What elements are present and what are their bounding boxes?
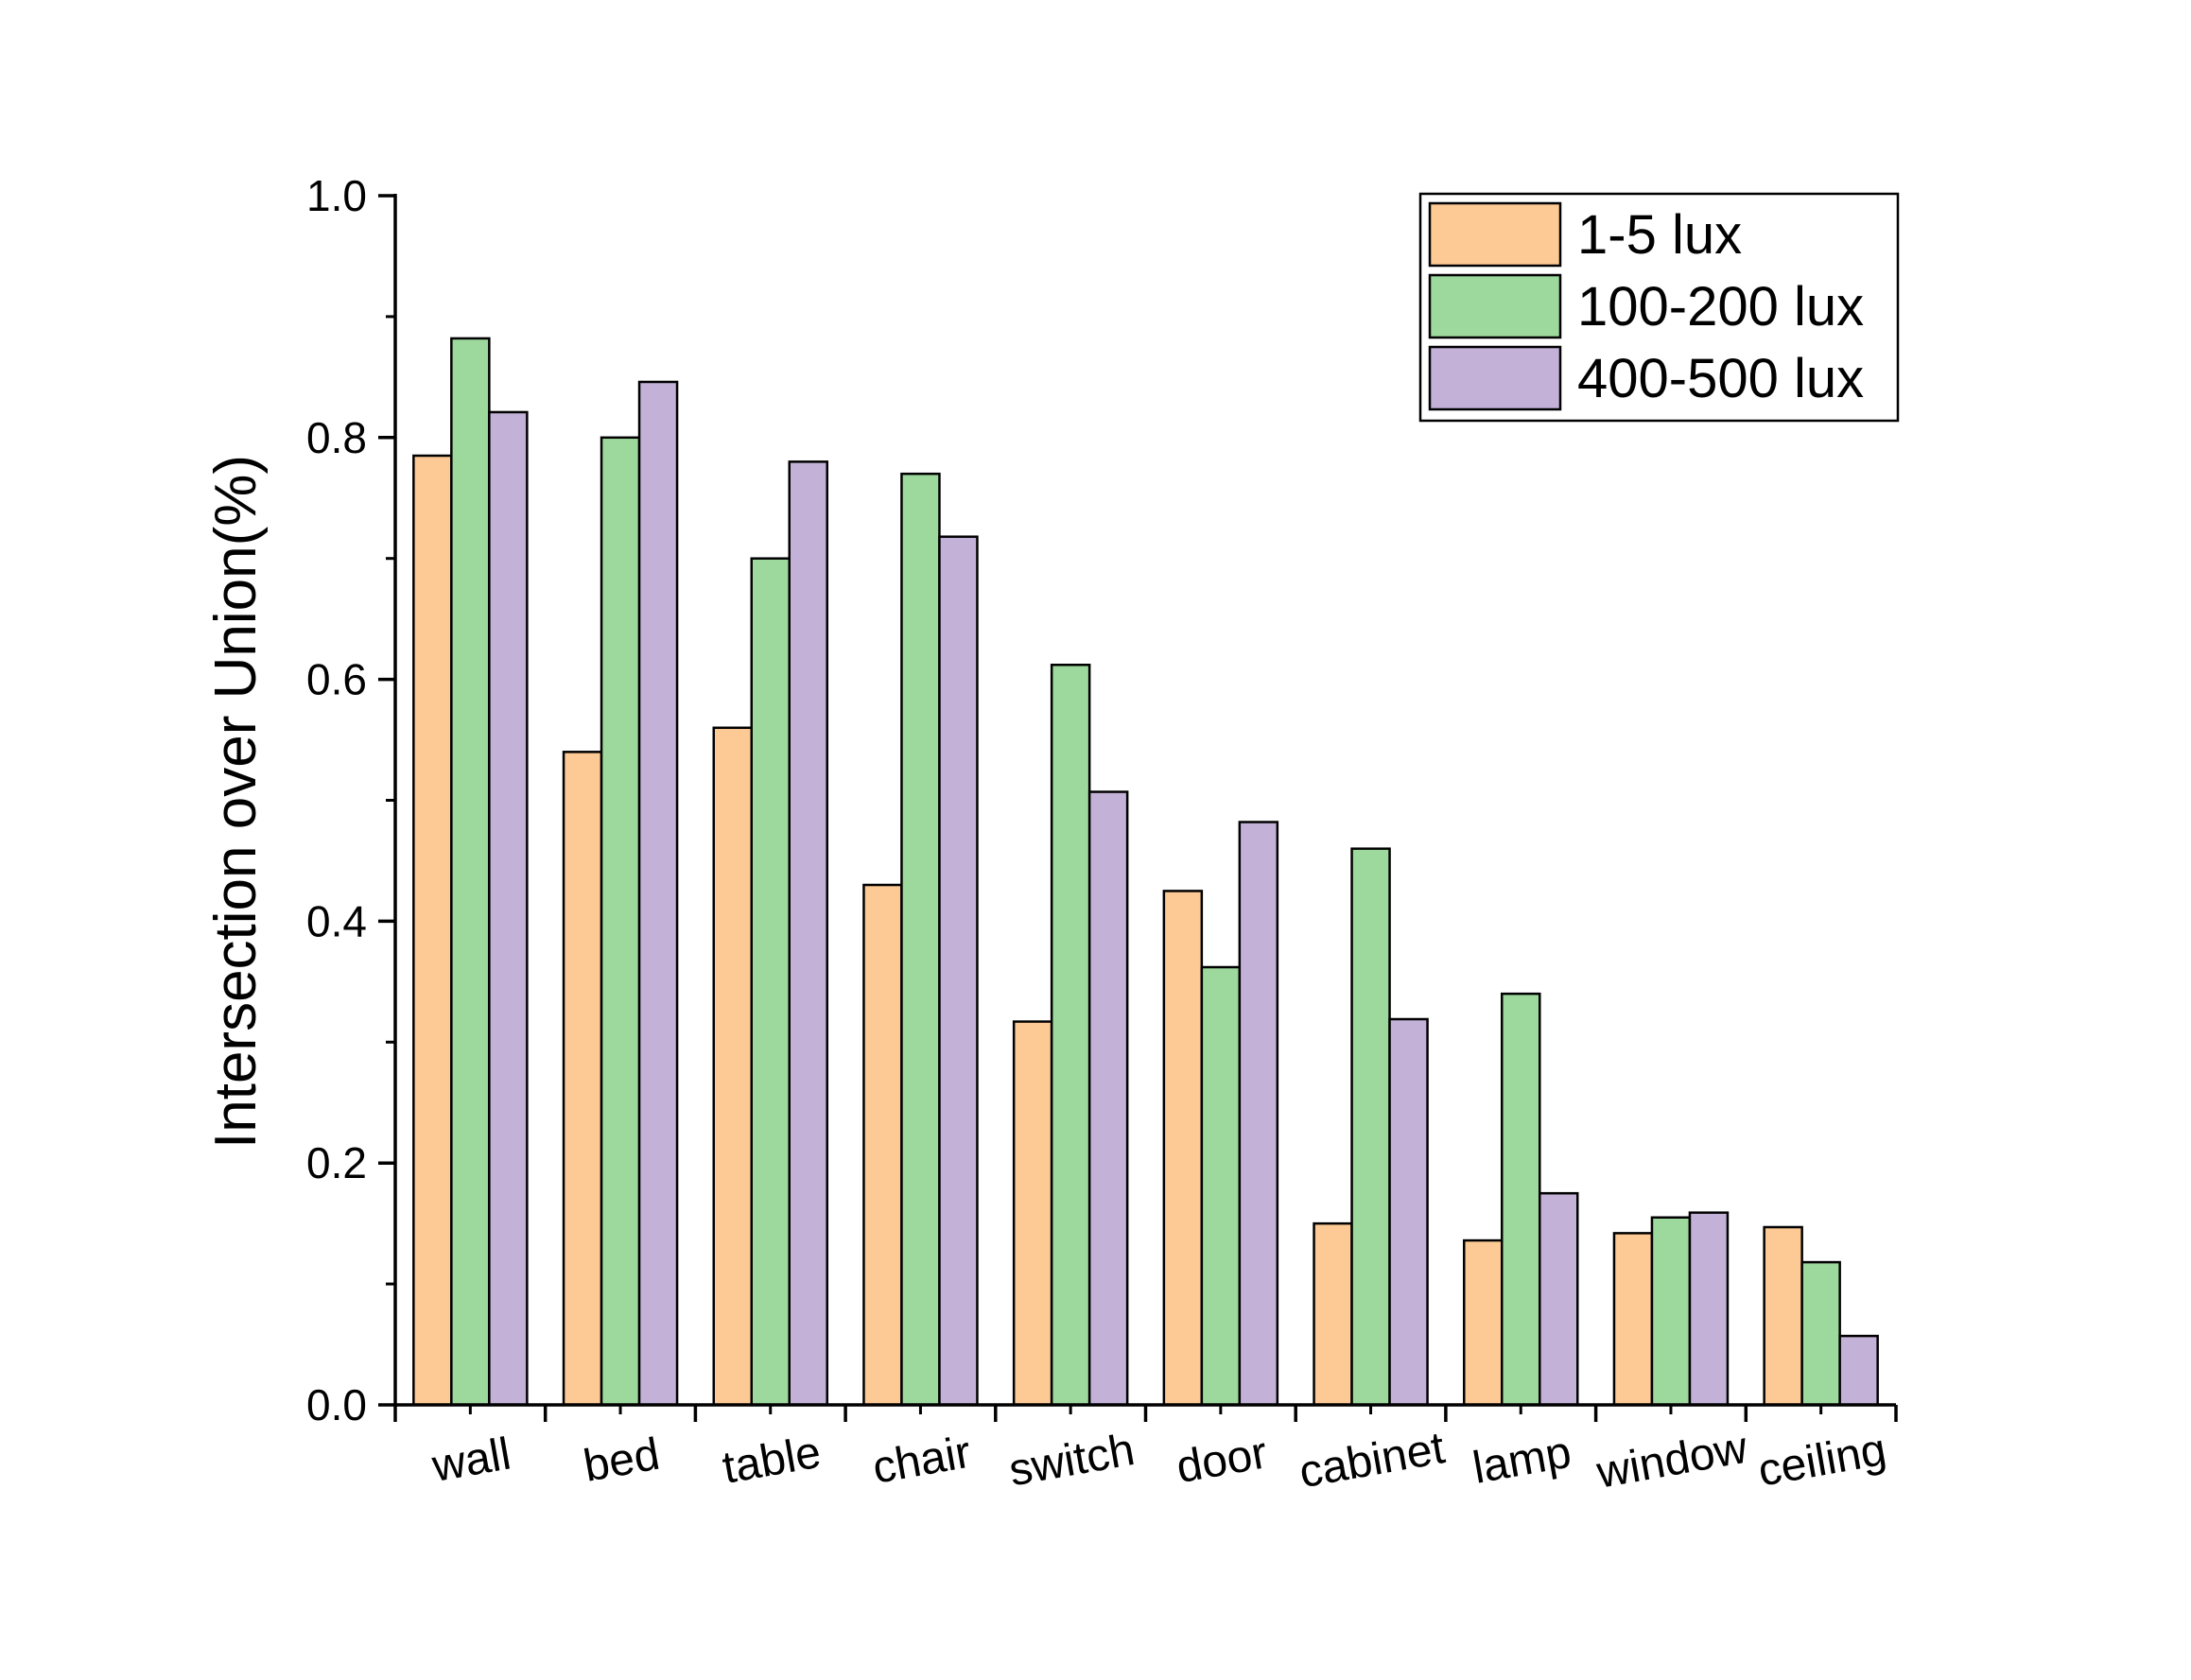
x-tick-label: chair — [869, 1428, 975, 1494]
bar-chair-2 — [900, 472, 941, 1407]
bar-window-1 — [1612, 1232, 1654, 1407]
bar-window-2 — [1650, 1216, 1692, 1407]
bar-bed-2 — [600, 436, 641, 1407]
bar-chair-3 — [938, 535, 979, 1407]
bar-switch-3 — [1087, 790, 1129, 1407]
y-tick-label: 0.6 — [306, 655, 367, 704]
legend-label: 1-5 lux — [1577, 204, 1742, 266]
bar-wall-1 — [412, 454, 453, 1407]
bar-wall-3 — [488, 410, 529, 1407]
x-tick-label: ceiling — [1754, 1425, 1889, 1497]
legend-swatch — [1428, 201, 1562, 268]
axes-layer — [378, 194, 1898, 1422]
labels-layer: wall bed table chair switch door cabinet lamp wi… — [306, 171, 1890, 1498]
bar-lamp-1 — [1463, 1238, 1504, 1407]
bar-door-1 — [1162, 890, 1204, 1407]
y-tick-label: 0.8 — [306, 413, 367, 462]
x-tick-label: lamp — [1469, 1428, 1575, 1494]
bar-switch-1 — [1012, 1020, 1053, 1407]
bar-door-3 — [1238, 821, 1279, 1407]
bar-bed-3 — [637, 380, 679, 1407]
bar-window-3 — [1688, 1211, 1730, 1407]
y-axis-title: Intersection over Union(%) — [203, 455, 269, 1149]
bar-cabinet-3 — [1388, 1017, 1429, 1407]
bar-bed-1 — [562, 751, 603, 1407]
bar-wall-2 — [450, 337, 491, 1407]
bar-door-2 — [1200, 965, 1242, 1407]
bar-cabinet-1 — [1313, 1221, 1353, 1407]
y-tick-label: 0.4 — [306, 896, 367, 945]
x-tick-label: window — [1592, 1423, 1751, 1498]
x-tick-label: wall — [427, 1429, 514, 1492]
bar-table-3 — [788, 460, 828, 1407]
y-tick-label: 0.2 — [306, 1138, 367, 1187]
bar-switch-2 — [1050, 664, 1091, 1407]
legend: 1-5 lux 100-200 lux 400-500 lux — [1418, 192, 1900, 423]
x-tick-label: switch — [1005, 1425, 1139, 1496]
bars-layer — [412, 337, 1879, 1407]
x-tick-label: door — [1173, 1428, 1271, 1493]
bar-ceiling-3 — [1838, 1334, 1879, 1407]
x-tick-label: table — [719, 1428, 825, 1494]
legend-label: 400-500 lux — [1577, 348, 1864, 409]
bar-chair-1 — [862, 883, 903, 1407]
bar-lamp-3 — [1539, 1191, 1579, 1407]
bar-ceiling-1 — [1763, 1225, 1803, 1407]
x-tick-label: bed — [580, 1429, 663, 1492]
legend-swatch — [1428, 273, 1562, 339]
y-tick-label: 1.0 — [306, 171, 367, 220]
x-tick-label: cabinet — [1295, 1423, 1449, 1498]
y-tick-label: 0.0 — [306, 1380, 367, 1429]
bar-table-1 — [712, 726, 753, 1407]
legend-label: 100-200 lux — [1577, 276, 1864, 338]
bar-table-2 — [750, 557, 791, 1407]
bar-lamp-2 — [1501, 992, 1541, 1407]
bar-cabinet-2 — [1350, 847, 1391, 1407]
bar-ceiling-2 — [1800, 1260, 1841, 1407]
legend-swatch — [1428, 345, 1562, 411]
